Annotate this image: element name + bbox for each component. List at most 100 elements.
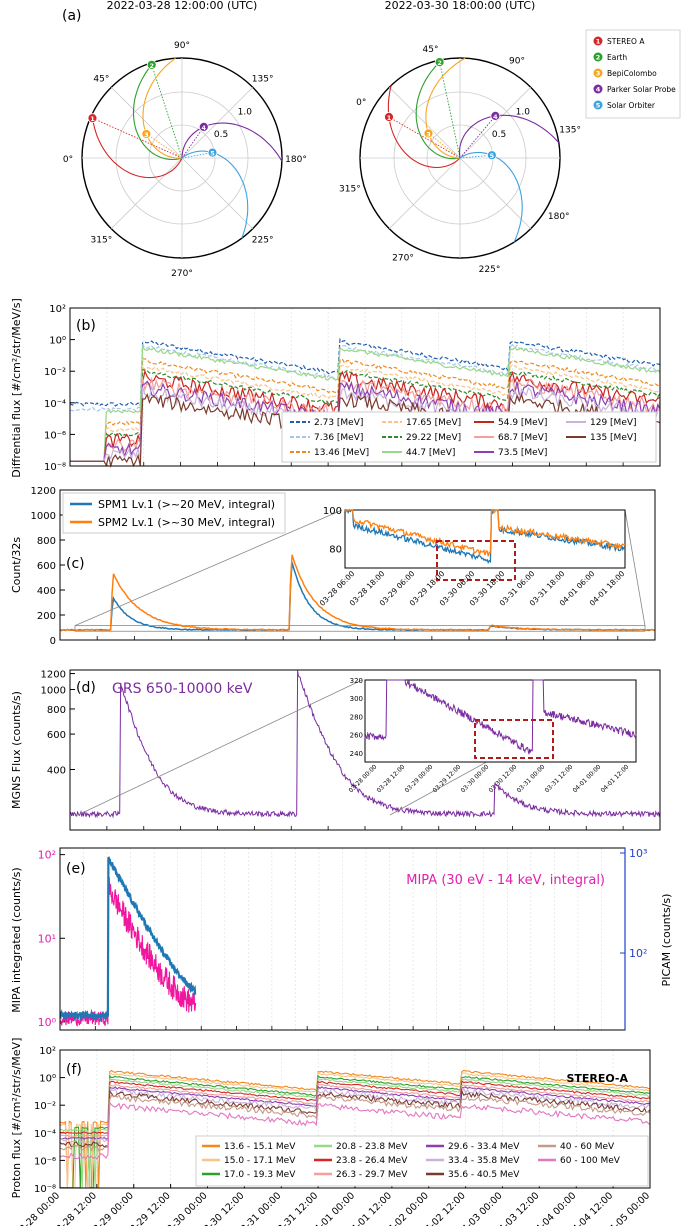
spacecraft-marker-label: 5	[210, 150, 215, 158]
panel-label-a: (a)	[62, 8, 82, 24]
sun-line-2	[439, 62, 461, 159]
y-tick-label: 10⁻²	[34, 1101, 56, 1112]
spacecraft-marker-4	[198, 121, 209, 132]
series-line	[69, 338, 661, 408]
polar-angle-label: 135°	[559, 125, 581, 135]
polar-panel-a: (a) 2022-03-28 12:00:00 (UTC) 270° 225° 315°…	[62, 0, 681, 279]
inset-x-tick-label: 03-28 12:00	[376, 763, 407, 794]
y-tick-label: 10⁻⁶	[44, 430, 66, 441]
sun-line-1	[388, 116, 461, 159]
polar-spoke	[111, 87, 183, 159]
zoom-connector	[624, 509, 646, 626]
polar-spoke	[181, 157, 253, 229]
y-tick-label: 800	[37, 536, 56, 547]
polar-angle-label: 225°	[252, 236, 274, 246]
legend-label: 129 [MeV]	[590, 418, 637, 428]
sun-line-1	[92, 117, 183, 159]
legend-label: 40 - 60 MeV	[560, 1142, 615, 1152]
polar-spoke	[111, 157, 183, 229]
legend-label: 2.73 [MeV]	[314, 418, 363, 428]
series-line	[59, 1101, 651, 1160]
plot-frame-b	[69, 307, 661, 467]
series-line	[59, 1078, 650, 1188]
plot-frame-d	[69, 669, 661, 831]
y-tick-label: 1000	[41, 685, 66, 696]
y-tick-label: 10⁻⁸	[44, 462, 66, 473]
polar-angle-label: 45°	[93, 74, 109, 84]
legend-label: 60 - 100 MeV	[560, 1156, 621, 1166]
y-tick-label-left: 10²	[38, 849, 56, 862]
legend-label: 29.22 [MeV]	[406, 433, 461, 443]
series-line	[70, 392, 661, 468]
legend-marker-label: 2	[596, 54, 601, 62]
polar-radial-label: 0.5	[492, 130, 506, 140]
legend-label: 13.6 - 15.1 MeV	[224, 1142, 296, 1152]
legend-label: 68.7 [MeV]	[498, 433, 547, 443]
y-tick-label: 600	[47, 730, 66, 741]
legend-label: 135 [MeV]	[590, 433, 637, 443]
series-line	[59, 1080, 651, 1135]
series-line-picam	[59, 856, 197, 1023]
sun-line-2	[151, 64, 183, 159]
parker-spiral-3	[142, 57, 183, 159]
legend-label: 35.6 - 40.5 MeV	[448, 1170, 520, 1180]
inset-y-tick-label: 320	[350, 677, 363, 685]
sun-line-5	[181, 152, 213, 159]
parker-spiral-1	[91, 114, 183, 179]
polar-angle-label: 45°	[423, 45, 439, 55]
legend-label: 17.65 [MeV]	[406, 418, 461, 428]
legend-label: Earth	[607, 53, 627, 62]
zoom-connector	[77, 679, 363, 816]
y-axis-label-c: Count/32s	[10, 537, 23, 593]
polar-spoke	[389, 157, 461, 229]
y-tick-label: 10⁻⁴	[34, 1129, 56, 1140]
series-line	[59, 1094, 651, 1152]
sun-line-3	[146, 133, 183, 159]
legend-label: 7.36 [MeV]	[314, 433, 363, 443]
legend-marker-label: 3	[596, 70, 601, 78]
legend-f: 13.6 - 15.1 MeV 15.0 - 17.1 MeV 17.0 - 19.…	[195, 1135, 649, 1187]
panel-label-d: (d)	[76, 680, 96, 696]
series-line	[60, 1074, 651, 1189]
panel-label-f: (f)	[66, 1062, 82, 1078]
spacecraft-marker-label: 1	[90, 115, 95, 123]
panel-label-e: (e)	[66, 861, 86, 877]
series-line	[70, 344, 661, 462]
panel-d-mgns-flux: 400 600 800 1000 1200 240 260 280 300 320 03-28 00…	[10, 669, 661, 831]
polar-angle-label: 90°	[174, 41, 190, 51]
inset-x-tick-label: 04-01 00:00	[572, 763, 603, 794]
y-tick-label: 400	[37, 586, 56, 597]
y-tick-label-left: 10⁰	[38, 1016, 57, 1029]
spacecraft-marker-2	[434, 57, 445, 68]
legend-label: 44.7 [MeV]	[406, 448, 455, 458]
inset-x-tick-label: 03-29 12:00	[432, 763, 463, 794]
polar-radial-label: 0.5	[214, 130, 228, 140]
legend-label: 17.0 - 19.3 MeV	[224, 1170, 296, 1180]
parker-spiral-4	[181, 122, 283, 162]
polar-angle-label: 90°	[509, 56, 525, 66]
inset-x-tick-label: 03-29 00:00	[404, 763, 435, 794]
y-tick-label: 800	[47, 705, 66, 716]
polar-plot-2: 2022-03-30 18:00:00 (UTC)225°270°180°315…	[339, 0, 581, 275]
y-tick-label-right: 10²	[629, 947, 647, 960]
y-tick-label: 10²	[39, 1046, 56, 1057]
spacecraft-marker-label: 4	[493, 113, 498, 121]
polar-radial-label: 1.0	[516, 107, 531, 117]
legend-box	[62, 492, 286, 534]
series-line	[70, 384, 661, 462]
polar-angle-label: 180°	[285, 155, 307, 165]
legend-label: Parker Solar Probe	[607, 85, 676, 94]
parker-spiral-5	[181, 150, 249, 239]
legend-marker-3	[593, 68, 603, 78]
legend-marker-2	[593, 52, 603, 62]
series-line	[70, 376, 661, 462]
polar-title: 2022-03-28 12:00:00 (UTC)	[107, 0, 258, 12]
legend-label: SPM2 Lv.1 (>~30 MeV, integral)	[98, 516, 275, 529]
parker-spiral-2	[132, 61, 183, 161]
legend-label: STEREO A	[607, 37, 645, 46]
polar-spoke	[459, 157, 531, 229]
parker-spiral-5	[459, 151, 523, 243]
polar-angle-label: 315°	[91, 236, 113, 246]
polar-angle-label: 0°	[63, 155, 73, 165]
